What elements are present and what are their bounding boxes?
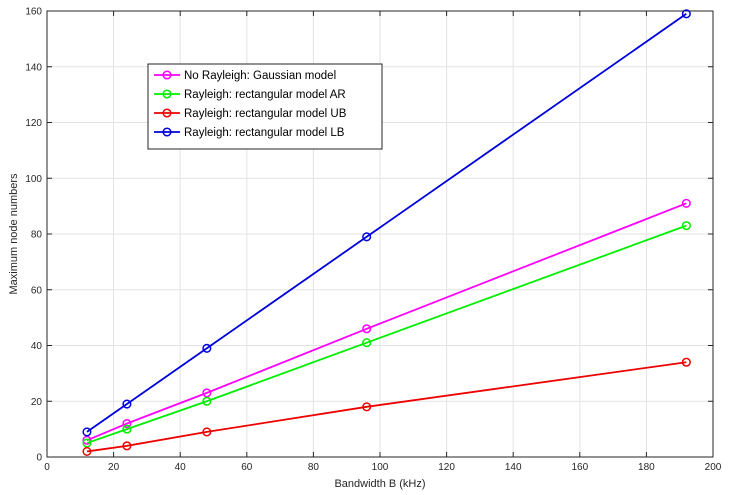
data-point bbox=[362, 402, 372, 412]
y-tick-label: 100 bbox=[25, 174, 42, 185]
data-point bbox=[122, 441, 132, 451]
x-tick-label: 20 bbox=[108, 462, 120, 473]
x-tick-label: 120 bbox=[438, 462, 455, 473]
series-line bbox=[86, 224, 687, 444]
data-point bbox=[202, 427, 212, 437]
legend-item: Rayleigh: rectangular model UB bbox=[154, 108, 347, 120]
y-tick-label: 80 bbox=[31, 230, 43, 241]
data-point bbox=[681, 9, 691, 19]
y-axis-label: Maximum node numbers bbox=[8, 173, 20, 295]
series-0 bbox=[82, 198, 691, 445]
data-point bbox=[202, 343, 212, 353]
x-tick-label: 0 bbox=[44, 462, 50, 473]
x-tick-label: 180 bbox=[638, 462, 655, 473]
series-group bbox=[82, 9, 691, 456]
data-point bbox=[122, 399, 132, 409]
y-tick-label: 20 bbox=[31, 397, 43, 408]
legend-label: No Rayleigh: Gaussian model bbox=[184, 70, 336, 82]
legend-item: Rayleigh: rectangular model LB bbox=[154, 127, 345, 139]
data-point bbox=[122, 419, 132, 429]
data-point bbox=[202, 388, 212, 398]
x-tick-label: 140 bbox=[505, 462, 522, 473]
series-1 bbox=[82, 221, 691, 448]
y-tick-label: 0 bbox=[36, 453, 42, 464]
y-tick-label: 140 bbox=[25, 62, 42, 73]
legend-label: Rayleigh: rectangular model LB bbox=[184, 127, 345, 139]
data-point bbox=[681, 198, 691, 208]
x-tick-label: 160 bbox=[571, 462, 588, 473]
data-point bbox=[681, 357, 691, 367]
x-tick-label: 80 bbox=[308, 462, 320, 473]
data-point bbox=[362, 338, 372, 348]
legend-label: Rayleigh: rectangular model UB bbox=[184, 108, 347, 120]
y-axis-ticks: 0 20 40 60 80 100 120 140 160 bbox=[25, 7, 713, 464]
y-tick-label: 120 bbox=[25, 118, 42, 129]
x-axis-label: Bandwidth B (kHz) bbox=[334, 478, 425, 490]
x-tick-label: 100 bbox=[372, 462, 389, 473]
series-2 bbox=[82, 357, 691, 456]
y-tick-label: 40 bbox=[31, 341, 43, 352]
data-point bbox=[82, 446, 92, 456]
legend-swatch-marker bbox=[162, 89, 172, 99]
legend-swatch-marker bbox=[162, 127, 172, 137]
series-line bbox=[86, 361, 687, 453]
x-tick-label: 60 bbox=[241, 462, 253, 473]
data-point bbox=[362, 232, 372, 242]
data-point bbox=[202, 396, 212, 406]
legend: No Rayleigh: Gaussian model Rayleigh: rec… bbox=[147, 63, 383, 150]
series-line bbox=[86, 202, 687, 442]
data-point bbox=[82, 435, 92, 445]
data-point bbox=[82, 438, 92, 448]
data-point bbox=[122, 424, 132, 434]
data-point bbox=[362, 324, 372, 334]
series-3 bbox=[82, 9, 691, 437]
legend-swatch-marker bbox=[162, 70, 172, 80]
legend-item: Rayleigh: rectangular model AR bbox=[154, 89, 346, 101]
legend-label: Rayleigh: rectangular model AR bbox=[184, 89, 346, 101]
legend-swatch-marker bbox=[162, 108, 172, 118]
data-point bbox=[82, 427, 92, 437]
y-tick-label: 60 bbox=[31, 285, 43, 296]
x-tick-label: 40 bbox=[175, 462, 187, 473]
legend-box bbox=[147, 63, 383, 150]
series-line bbox=[86, 13, 687, 433]
data-point bbox=[681, 221, 691, 231]
x-axis-ticks: 0 20 40 60 80 100 120 140 160 180 200 bbox=[44, 11, 722, 473]
legend-item: No Rayleigh: Gaussian model bbox=[154, 70, 336, 82]
x-tick-label: 200 bbox=[705, 462, 722, 473]
y-tick-label: 160 bbox=[25, 7, 42, 18]
